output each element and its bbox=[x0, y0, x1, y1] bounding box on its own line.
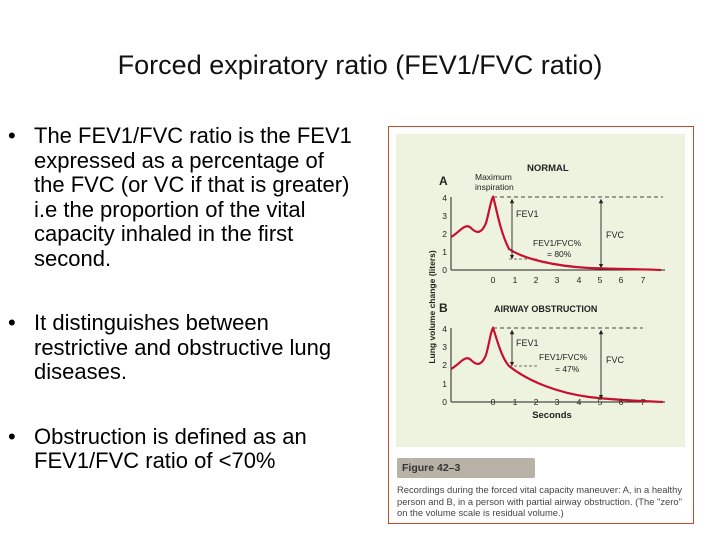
panel-b-x-tick-1: 1 bbox=[513, 397, 518, 407]
bullet-item: • It distinguishes between restrictive a… bbox=[8, 310, 353, 385]
panel-b-ratio-label: FEV1/FVC% bbox=[539, 352, 588, 362]
axis-ticks: 0 1 2 3 4 0 1 2 3 4 0 1 2 3 4 5 6 7 0 1 … bbox=[442, 193, 645, 407]
panel-a-title: NORMAL bbox=[527, 163, 569, 174]
panel-b-y-tick-2: 2 bbox=[442, 360, 447, 370]
max-inspiration-line-1: Maximum bbox=[475, 172, 512, 182]
max-inspiration-line-2: inspiration bbox=[475, 182, 514, 192]
panel-b-volume-curve bbox=[450, 325, 664, 404]
panel-a-y-tick-2: 2 bbox=[442, 229, 447, 239]
panel-a-volume-curve bbox=[450, 195, 662, 272]
panel-b-x-tick-3: 3 bbox=[555, 397, 560, 407]
panel-b-ratio-value: = 47% bbox=[555, 364, 580, 374]
panel-b-fvc-label: FVC bbox=[606, 355, 625, 365]
panel-b-x-tick-5: 5 bbox=[598, 397, 603, 407]
panel-b-y-tick-4: 4 bbox=[442, 324, 447, 334]
panel-a-ratio-label: FEV1/FVC% bbox=[533, 238, 582, 248]
panel-a-x-tick-4: 4 bbox=[577, 275, 582, 285]
panel-b-y-tick-0: 0 bbox=[442, 397, 447, 407]
panel-b-letter: B bbox=[439, 301, 448, 315]
bullet-text: It distinguishes between restrictive and… bbox=[34, 310, 332, 384]
bullet-text: The FEV1/FVC ratio is the FEV1 expressed… bbox=[34, 123, 352, 271]
figure-caption-text: Recordings during the forced vital capac… bbox=[397, 484, 683, 518]
panel-a-x-tick-1: 1 bbox=[513, 275, 518, 285]
bullet-dot-icon: • bbox=[8, 310, 16, 335]
panel-b-title: AIRWAY OBSTRUCTION bbox=[494, 304, 597, 314]
panel-a-y-tick-3: 3 bbox=[442, 211, 447, 221]
bullet-text: Obstruction is defined as an FEV1/FVC ra… bbox=[34, 423, 307, 473]
panel-a: A NORMAL Maximum inspiration FEV1 FVC FE… bbox=[439, 163, 665, 272]
bullet-dot-icon: • bbox=[8, 123, 16, 148]
panel-b-x-tick-6: 6 bbox=[619, 397, 624, 407]
spirometry-figure: Lung volume change (liters) Seconds A NO… bbox=[396, 134, 685, 447]
panel-a-y-tick-4: 4 bbox=[442, 193, 447, 203]
panel-a-x-tick-0: 0 bbox=[491, 275, 496, 285]
panel-b-x-tick-2: 2 bbox=[534, 397, 539, 407]
slide-title: Forced expiratory ratio (FEV1/FVC ratio) bbox=[117, 50, 603, 80]
panel-b-y-tick-3: 3 bbox=[442, 342, 447, 352]
bullet-item: • The FEV1/FVC ratio is the FEV1 express… bbox=[8, 123, 353, 271]
panel-b-y-tick-1: 1 bbox=[442, 379, 447, 389]
figure-panel-background bbox=[396, 134, 685, 447]
panel-a-fev1-label: FEV1 bbox=[516, 209, 539, 219]
bullet-list: • The FEV1/FVC ratio is the FEV1 express… bbox=[8, 123, 353, 474]
x-axis-label: Seconds bbox=[532, 410, 572, 421]
panel-b-x-tick-7: 7 bbox=[641, 397, 646, 407]
panel-a-x-tick-7: 7 bbox=[641, 275, 646, 285]
panel-b: B AIRWAY OBSTRUCTION FEV1 FVC FEV1/FVC% … bbox=[439, 301, 665, 404]
panel-a-y-tick-0: 0 bbox=[442, 265, 447, 275]
panel-a-x-tick-2: 2 bbox=[534, 275, 539, 285]
y-axis-label: Lung volume change (liters) bbox=[427, 250, 437, 364]
figure-box: Lung volume change (liters) Seconds A NO… bbox=[388, 126, 694, 524]
panel-a-x-tick-3: 3 bbox=[555, 275, 560, 285]
panel-a-fvc-label: FVC bbox=[606, 230, 625, 240]
panel-a-ratio-value: = 80% bbox=[547, 249, 572, 259]
panel-a-y-tick-1: 1 bbox=[442, 247, 447, 257]
panel-a-x-tick-6: 6 bbox=[619, 275, 624, 285]
panel-b-x-tick-4: 4 bbox=[577, 397, 582, 407]
bullet-dot-icon: • bbox=[8, 423, 16, 449]
panel-b-x-tick-0: 0 bbox=[491, 397, 496, 407]
max-inspiration-label: Maximum inspiration bbox=[475, 172, 514, 192]
panel-a-x-tick-5: 5 bbox=[598, 275, 603, 285]
bullet-item: • Obstruction is defined as an FEV1/FVC … bbox=[8, 423, 353, 474]
panel-a-letter: A bbox=[439, 174, 448, 188]
panel-b-fev1-label: FEV1 bbox=[516, 338, 539, 348]
figure-caption-label: Figure 42–3 bbox=[397, 458, 535, 478]
